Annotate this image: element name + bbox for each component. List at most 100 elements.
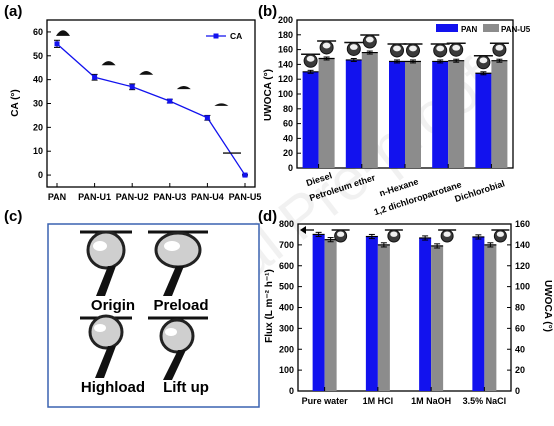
a-xtick-label: PAN xyxy=(48,192,66,202)
panel-d-ylabel: Flux (L m⁻² h⁻¹) xyxy=(264,269,275,343)
d-droplet-icon-highlight xyxy=(337,231,345,237)
b-droplet-icon-highlight xyxy=(479,57,488,64)
panel-b-y-ticks: 0 20 40 60 80 100 120 140 160 180 200 xyxy=(278,15,301,173)
a-series-line xyxy=(56,43,246,176)
droplet-liftup-image xyxy=(148,316,208,380)
b-ytick-label: 60 xyxy=(283,119,293,129)
b-ytick-label: 120 xyxy=(278,74,293,84)
b-droplet-icon-highlight xyxy=(495,44,504,51)
b-ytick-label: 40 xyxy=(283,133,293,143)
droplet-icon xyxy=(56,30,70,36)
d-droplet-icon-highlight xyxy=(390,231,398,237)
d-y2tick-label: 0 xyxy=(515,386,520,396)
d-ytick-label: 600 xyxy=(279,261,294,271)
d-ytick-label: 100 xyxy=(279,365,294,375)
a-point xyxy=(242,172,248,178)
d-bar-flux xyxy=(419,237,432,391)
panel-b-legend: PAN PAN-U5 xyxy=(436,24,531,34)
d-bar-flux xyxy=(312,234,325,391)
b-droplet-icon-highlight xyxy=(409,45,417,52)
b-droplet-icon-highlight xyxy=(452,44,461,51)
a-ytick-label: 20 xyxy=(33,122,43,132)
droplet-preload-image xyxy=(148,230,208,296)
b-droplet-icon-highlight xyxy=(365,36,374,43)
b-droplet-icon xyxy=(489,42,509,57)
b-bar-panu5 xyxy=(361,52,378,169)
droplet-icon xyxy=(176,85,191,90)
b-ytick-label: 180 xyxy=(278,30,293,40)
droplet-origin-image xyxy=(80,230,132,296)
d-ytick-label: 800 xyxy=(279,219,294,229)
d-bar-uwoca xyxy=(484,244,497,391)
photo-frame xyxy=(47,223,260,408)
panel-b-ylabel: UWOCA (°) xyxy=(263,69,274,121)
d-y2tick-label: 100 xyxy=(515,282,530,292)
d-droplet-icon xyxy=(438,229,457,243)
d-xtick-label: 1M HCl xyxy=(363,396,394,406)
d-bar-uwoca xyxy=(377,244,390,391)
b-droplet-icon-highlight xyxy=(436,45,445,52)
a-ytick-label: 50 xyxy=(33,51,43,61)
d-y2tick-label: 40 xyxy=(515,344,525,354)
b-ytick-label: 200 xyxy=(278,15,293,25)
b-droplet-icon-highlight xyxy=(306,55,315,62)
b-droplet-icon xyxy=(446,42,466,57)
panel-a-plot xyxy=(54,30,248,178)
d-bar-flux xyxy=(365,236,378,391)
panel-d-label: (d) xyxy=(258,208,277,225)
droplet-highload-image xyxy=(80,314,132,378)
b-ytick-label: 0 xyxy=(288,163,293,173)
d-xtick-label: 1M NaOH xyxy=(411,396,451,406)
droplet-icon xyxy=(214,103,229,106)
b-ytick-label: 80 xyxy=(283,104,293,114)
panel-d-axis-arrow xyxy=(300,226,314,234)
photo-label-preload: Preload xyxy=(153,297,208,314)
a-point xyxy=(54,41,60,47)
panel-b: (b) UWOCA (°) 0 20 40 60 80 100 120 140 160 180 20… xyxy=(258,3,531,217)
b-droplet-icon xyxy=(473,55,493,70)
b-bar-pan xyxy=(302,71,319,168)
d-y2tick-label: 140 xyxy=(515,240,530,250)
a-xtick-label: PAN-U4 xyxy=(191,192,224,202)
photo-label-liftup: Lift up xyxy=(163,379,209,396)
b-bar-pan xyxy=(389,61,405,168)
b-bar-pan xyxy=(345,59,362,168)
panel-a-frame xyxy=(46,19,256,188)
b-ytick-label: 160 xyxy=(278,45,293,55)
legend-pan-swatch xyxy=(436,24,458,32)
d-droplet-icon-highlight xyxy=(443,231,451,237)
legend-panu5-swatch xyxy=(483,24,499,32)
legend-ca-marker xyxy=(213,33,219,39)
a-xtick-label: PAN-U3 xyxy=(153,192,186,202)
b-bar-pan xyxy=(432,61,449,168)
panel-c-label: (c) xyxy=(4,208,22,225)
d-droplet-icon xyxy=(331,229,350,243)
a-xtick-label: PAN-U1 xyxy=(78,192,111,202)
b-bar-pan xyxy=(475,73,492,168)
d-ytick-label: 400 xyxy=(279,303,294,313)
photo-label-origin: Origin xyxy=(91,297,135,314)
panel-d-y2-ticks: 0 20 40 60 80 100 120 140 160 xyxy=(507,219,530,396)
b-droplet-icon xyxy=(430,43,450,58)
d-bar-flux xyxy=(472,236,485,391)
d-y2tick-label: 160 xyxy=(515,219,530,229)
panel-d-y-ticks: 0 100 200 300 400 500 600 700 800 xyxy=(279,219,302,396)
panel-a: (a) CA (°) 0 10 20 30 40 50 60 PAN PAN-U1 PAN-U2… xyxy=(4,3,261,202)
droplet-icon xyxy=(101,61,116,66)
d-bar-uwoca xyxy=(324,239,337,391)
a-xtick-label: PAN-U2 xyxy=(116,192,149,202)
d-y2tick-label: 120 xyxy=(515,261,530,271)
d-y2tick-label: 60 xyxy=(515,323,525,333)
panel-d-x-ticks: Pure water 1M HCl 1M NaOH 3.5% NaCl xyxy=(302,387,506,406)
d-droplet-icon xyxy=(491,229,510,243)
droplet-icon xyxy=(139,71,154,75)
b-droplet-icon xyxy=(403,43,423,58)
b-droplet-icon xyxy=(317,40,337,55)
panel-d: (d) Flux (L m⁻² h⁻¹) UWOCA (°) 010020030… xyxy=(258,208,553,406)
legend-panu5-label: PAN-U5 xyxy=(501,25,531,34)
b-ytick-label: 20 xyxy=(283,148,293,158)
b-droplet-icon xyxy=(387,43,407,58)
panel-b-bars xyxy=(301,34,509,169)
d-xtick-label: Pure water xyxy=(302,396,349,406)
